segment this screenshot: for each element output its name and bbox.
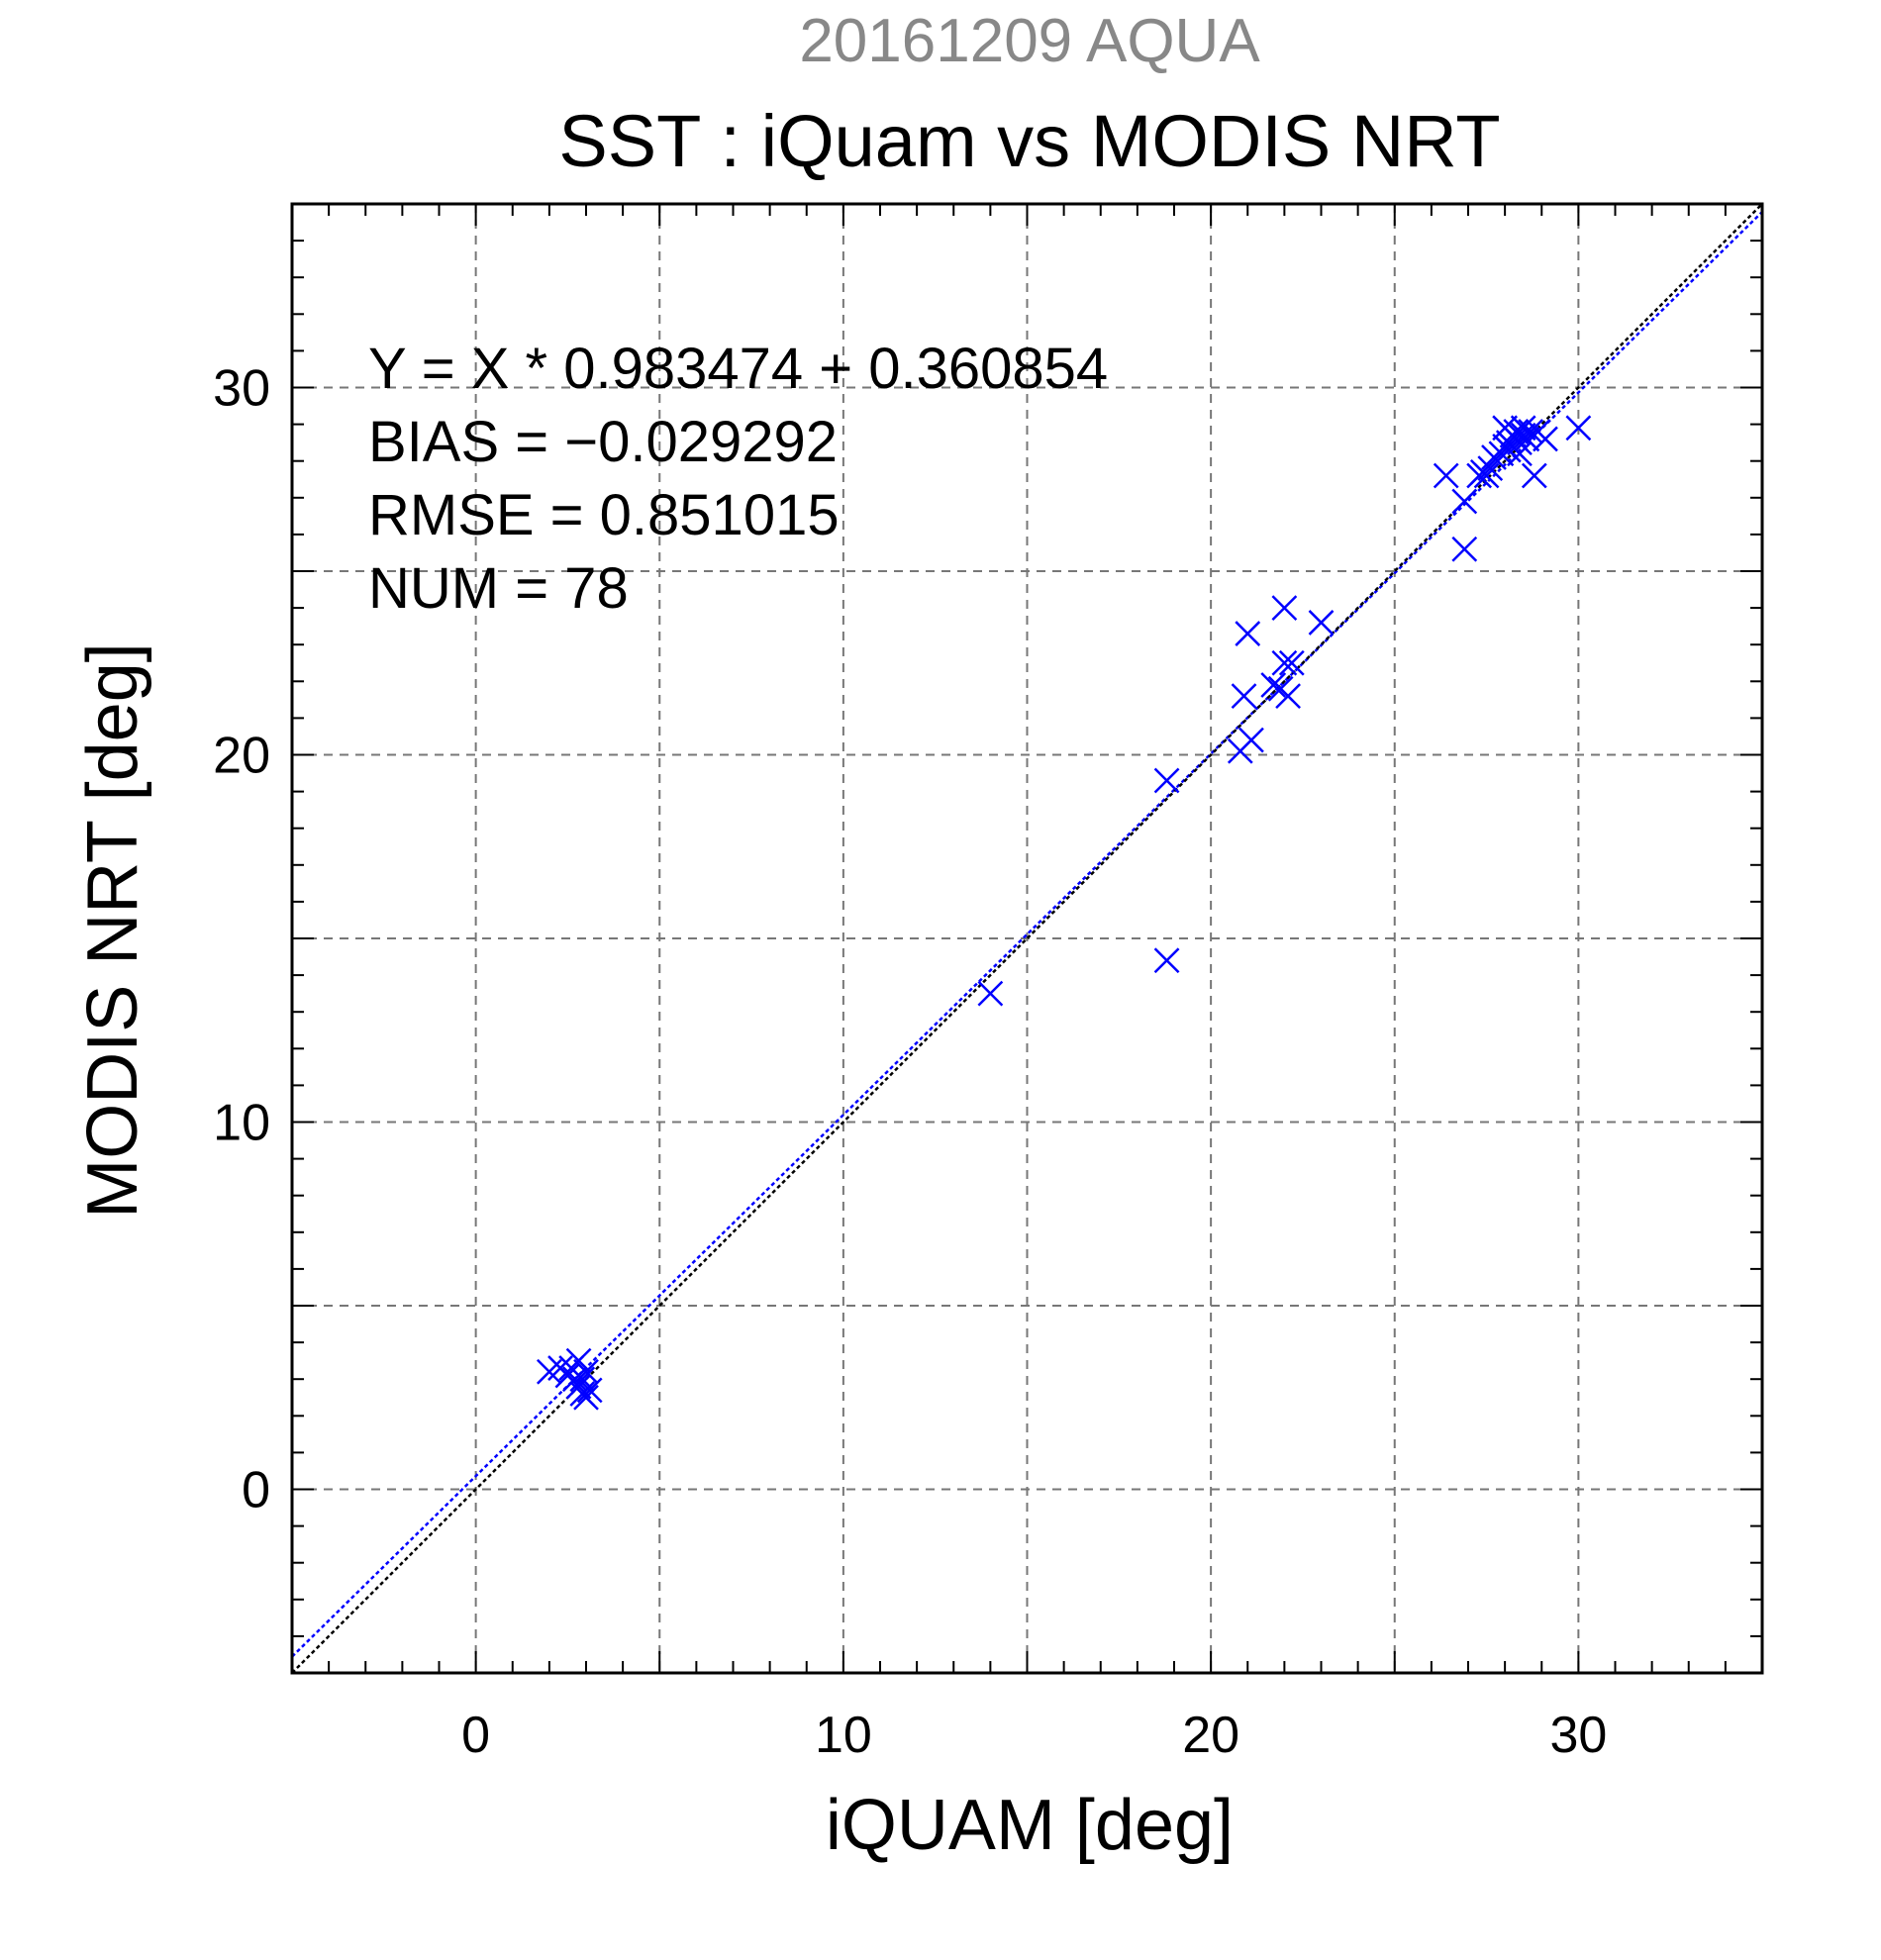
data-point (1260, 672, 1287, 698)
data-point (1275, 683, 1301, 710)
chart-suptitle: 20161209 AQUA (799, 7, 1260, 75)
data-point-stroke (1507, 441, 1533, 467)
data-point (1473, 462, 1500, 489)
data-point-stroke (1231, 683, 1257, 710)
data-point (1271, 595, 1298, 621)
data-point (1451, 536, 1478, 562)
data-point (1533, 426, 1558, 452)
plot-frame (290, 202, 1764, 1675)
data-point-stroke (1275, 683, 1301, 710)
data-point-stroke (565, 1373, 592, 1400)
data-point (569, 1366, 596, 1393)
data-point-stroke (1473, 462, 1500, 489)
x-tick-label: 0 (461, 1707, 490, 1764)
stats-annotation: Y = X * 0.983474 + 0.360854 BIAS = −0.029… (368, 337, 1108, 621)
data-point-stroke (569, 1366, 596, 1393)
y-axis-label: MODIS NRT [deg] (73, 642, 152, 1219)
x-tick-labels: 0 10 20 30 (461, 1707, 1607, 1764)
data-point-stroke (1518, 419, 1543, 444)
data-point (1235, 621, 1261, 646)
data-point-stroke (576, 1377, 603, 1404)
stats-line: Y = X * 0.983474 + 0.360854 (368, 337, 1108, 401)
data-point-stroke (1153, 767, 1180, 794)
data-point-stroke (1451, 536, 1478, 562)
data-point (1451, 488, 1478, 515)
grid (292, 204, 1762, 1673)
data-point-stroke (1271, 649, 1298, 676)
x-axis-label: iQUAM [deg] (826, 1786, 1234, 1865)
stats-line: RMSE = 0.851015 (368, 483, 840, 547)
data-point-stroke (977, 980, 1004, 1007)
data-point-stroke (1565, 415, 1592, 441)
data-point-stroke (1533, 426, 1558, 452)
y-tick-label: 20 (213, 728, 270, 785)
data-point (1521, 462, 1547, 489)
data-point (1518, 419, 1543, 444)
data-point (1308, 610, 1335, 636)
data-point (1238, 727, 1264, 753)
x-tick-label: 20 (1182, 1707, 1239, 1764)
stats-line: BIAS = −0.029292 (368, 410, 838, 474)
data-point (1231, 683, 1257, 710)
y-tick-labels: 0 10 20 30 (213, 360, 270, 1519)
data-point-stroke (561, 1366, 588, 1393)
x-tick-label: 10 (815, 1707, 872, 1764)
chart-title: SST : iQuam vs MODIS NRT (558, 100, 1500, 182)
data-point-stroke (1433, 462, 1459, 489)
data-point (1565, 415, 1592, 441)
data-point-stroke (1238, 727, 1264, 753)
data-point (1514, 426, 1540, 452)
data-point-stroke (1514, 426, 1540, 452)
y-tick-label: 10 (213, 1095, 270, 1152)
data-point (1153, 767, 1180, 794)
data-point-stroke (1260, 672, 1287, 698)
y-tick-label: 30 (213, 360, 270, 418)
data-point (1153, 947, 1180, 974)
stats-line: NUM = 78 (368, 556, 629, 621)
data-point-stroke (1153, 947, 1180, 974)
data-point (1433, 462, 1459, 489)
data-point-stroke (1271, 595, 1298, 621)
data-point-stroke (1510, 415, 1536, 441)
data-point (977, 980, 1004, 1007)
data-point-stroke (1235, 621, 1261, 646)
data-point (1278, 649, 1305, 676)
data-point (1271, 649, 1298, 676)
y-tick-label: 0 (242, 1462, 270, 1519)
data-point-stroke (1308, 610, 1335, 636)
x-tick-label: 30 (1549, 1707, 1607, 1764)
data-point-stroke (1451, 488, 1478, 515)
data-point-stroke (1278, 649, 1305, 676)
minor-ticks (292, 204, 1762, 1673)
data-point (576, 1377, 603, 1404)
data-points (536, 415, 1592, 1411)
data-point-stroke (1521, 462, 1547, 489)
